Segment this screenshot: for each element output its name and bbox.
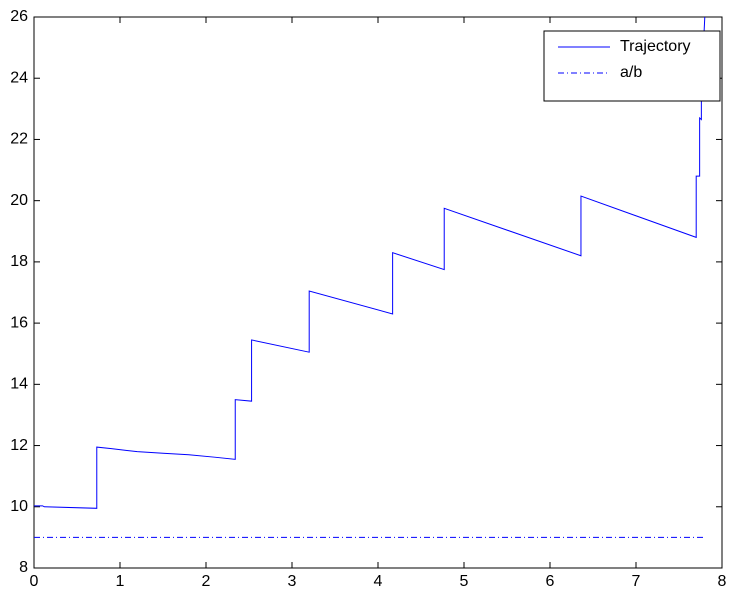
plot-box [33,16,723,569]
y-tick-label: 18 [10,253,28,270]
legend-label: Trajectory [620,38,691,55]
y-tick-label: 12 [10,437,28,454]
x-tick-label: 1 [116,573,125,590]
y-tick-label: 14 [10,376,28,393]
x-tick-label: 3 [288,573,297,590]
x-tick-label: 7 [632,573,641,590]
x-tick-label: 6 [546,573,555,590]
y-tick-label: 24 [10,69,28,86]
x-tick-label: 5 [460,573,469,590]
y-tick-label: 26 [10,8,28,25]
y-tick-label: 20 [10,192,28,209]
x-tick-label: 0 [30,573,39,590]
y-tick-label: 16 [10,314,28,331]
x-tick-label: 2 [202,573,211,590]
legend-label: a/b [620,64,642,81]
series-line [34,16,706,509]
legend-box [543,30,721,102]
y-tick-label: 10 [10,498,28,515]
y-tick-label: 22 [10,131,28,148]
y-tick-label: 8 [19,559,28,576]
x-tick-label: 4 [374,573,383,590]
x-tick-label: 8 [718,573,727,590]
